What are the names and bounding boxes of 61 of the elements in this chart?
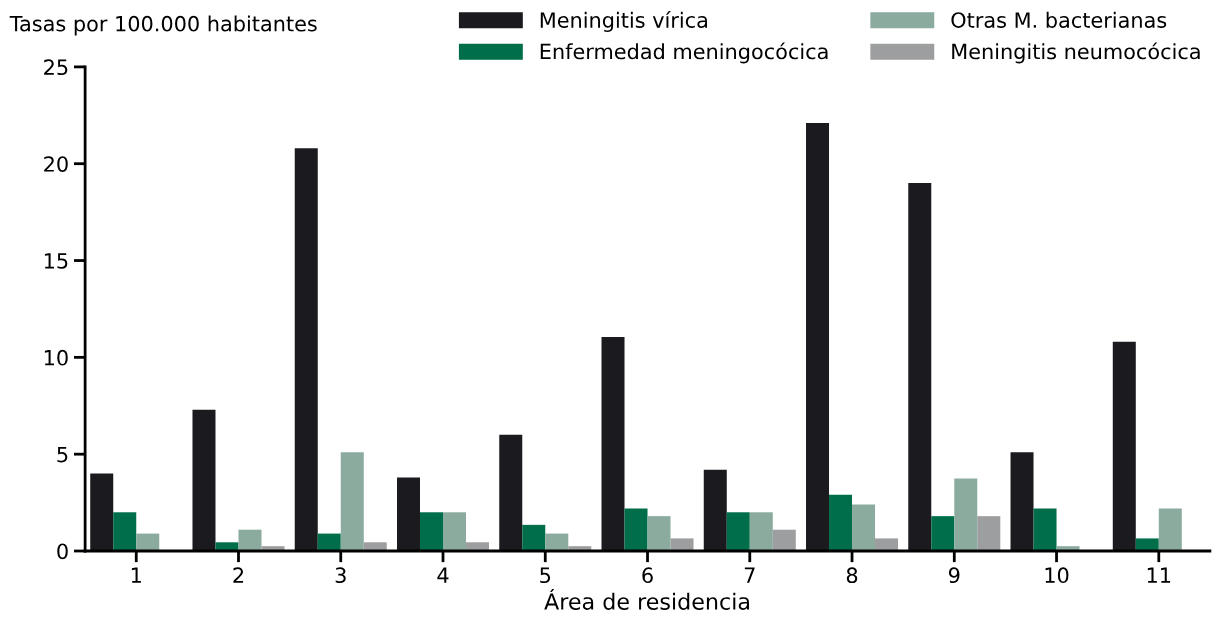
y-tick-label: 25 (44, 59, 68, 76)
bar (703, 469, 727, 551)
bar (749, 512, 773, 551)
bar (647, 516, 671, 551)
x-tick-label: 6 (642, 567, 653, 584)
x-tick-label: 5 (540, 567, 551, 584)
bar (499, 434, 523, 551)
bar (136, 533, 160, 551)
y-tick-label: 10 (44, 349, 68, 366)
bar (852, 504, 876, 551)
x-tick-label: 8 (846, 567, 858, 584)
y-axis-title: Tasas por 100.000 habitantes (9, 15, 317, 36)
bar (294, 148, 318, 551)
bar (90, 473, 114, 551)
bar (829, 494, 853, 551)
bar (624, 508, 648, 551)
bar (1010, 452, 1034, 551)
bar (726, 512, 750, 551)
bar (545, 533, 569, 551)
bar (397, 477, 420, 551)
bar (954, 478, 978, 551)
y-tick-label: 15 (44, 253, 68, 269)
y-tick-label: 5 (57, 446, 68, 463)
x-axis-title: Área de residencia (544, 589, 749, 610)
bar (1112, 341, 1136, 551)
x-tick-label: 10 (1045, 567, 1069, 584)
bar (1135, 538, 1159, 551)
x-tick-label: 2 (233, 567, 244, 583)
bar (340, 452, 364, 551)
bar (238, 529, 262, 551)
bar (670, 538, 694, 551)
legend-label: Otras M. bacterianas (951, 11, 1167, 28)
bar (772, 529, 796, 551)
x-tick-label: 4 (437, 567, 449, 583)
bar (363, 542, 387, 551)
y-tick-label: 20 (44, 156, 68, 172)
bar (601, 337, 625, 551)
bar (317, 533, 341, 551)
bar (443, 512, 467, 551)
bar (522, 524, 546, 551)
x-tick-label: 7 (744, 567, 755, 583)
bar (113, 512, 137, 551)
y-tick-label: 0 (57, 543, 68, 560)
bar (806, 123, 830, 551)
legend-label: Meningitis neumocócica (952, 42, 1200, 64)
bar (1033, 508, 1057, 551)
bar (215, 542, 239, 551)
bar (875, 538, 899, 551)
bar (192, 409, 216, 551)
bar (977, 516, 1001, 551)
bar (420, 512, 444, 551)
bar (466, 542, 490, 551)
x-tick-label: 1 (131, 567, 141, 583)
x-tick-label: 3 (335, 567, 346, 584)
legend-label: Enfermedad meningocócica (540, 42, 828, 64)
bar (1158, 508, 1182, 551)
bar (908, 183, 932, 551)
legend-label: Meningitis vírica (540, 10, 708, 32)
bar (931, 516, 955, 551)
x-tick-label: 9 (948, 567, 960, 584)
x-tick-label: 11 (1147, 567, 1171, 583)
